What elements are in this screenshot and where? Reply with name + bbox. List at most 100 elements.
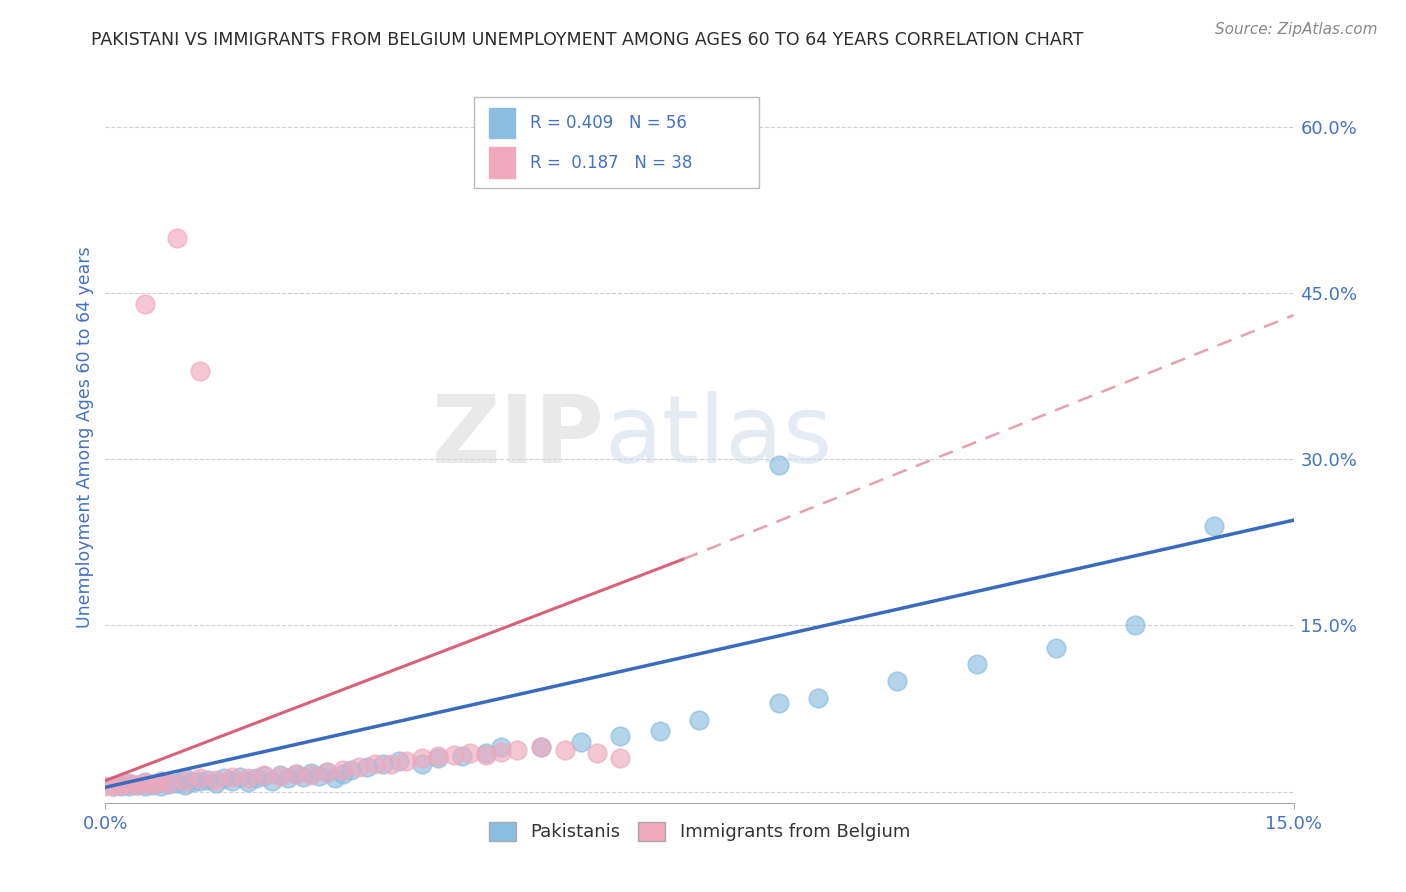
Point — [277, 772, 299, 786]
Point — [332, 767, 354, 781]
Point — [205, 772, 228, 787]
Point — [166, 230, 188, 244]
Point — [149, 774, 172, 789]
Text: R =  0.187   N = 38: R = 0.187 N = 38 — [530, 153, 692, 171]
Point — [94, 779, 117, 793]
Point — [292, 770, 315, 784]
Legend: Pakistanis, Immigrants from Belgium: Pakistanis, Immigrants from Belgium — [481, 814, 918, 848]
Point — [118, 779, 141, 793]
Point — [316, 764, 339, 779]
Point — [491, 740, 513, 755]
Point — [340, 763, 363, 777]
Point — [118, 776, 141, 790]
Point — [299, 768, 322, 782]
Point — [197, 772, 219, 787]
Point — [134, 774, 156, 789]
Point — [427, 749, 450, 764]
Point — [364, 757, 387, 772]
Text: ZIP: ZIP — [432, 391, 605, 483]
Point — [609, 751, 631, 765]
Point — [450, 749, 472, 764]
Point — [110, 778, 132, 792]
Point — [157, 776, 180, 790]
Point — [269, 768, 291, 782]
Point — [118, 777, 141, 791]
Point — [253, 769, 276, 783]
Point — [474, 746, 496, 760]
Point — [127, 778, 149, 792]
Point — [245, 772, 267, 786]
Bar — [489, 108, 516, 138]
Point — [236, 772, 259, 786]
Point — [260, 773, 283, 788]
Point — [110, 779, 132, 793]
Point — [554, 742, 576, 756]
Point — [236, 774, 259, 789]
Point — [127, 778, 149, 792]
Point — [395, 754, 418, 768]
Point — [458, 746, 481, 760]
Point — [387, 754, 409, 768]
Point — [427, 751, 450, 765]
Point — [966, 657, 988, 672]
Point — [807, 690, 830, 705]
Point — [103, 779, 125, 793]
Point — [380, 757, 402, 772]
Point — [316, 764, 339, 779]
Point — [506, 742, 529, 756]
Point — [371, 757, 394, 772]
Point — [190, 772, 212, 786]
Point — [173, 773, 195, 788]
Point — [356, 760, 378, 774]
Point — [332, 763, 354, 777]
Bar — [489, 147, 516, 178]
Point — [166, 776, 188, 790]
Point — [221, 773, 243, 788]
Point — [221, 770, 243, 784]
Point — [768, 458, 790, 472]
Point — [134, 779, 156, 793]
Point — [142, 778, 165, 792]
Point — [205, 776, 228, 790]
Point — [411, 751, 433, 765]
Point — [229, 770, 252, 784]
Point — [1123, 618, 1146, 632]
Point — [173, 772, 195, 786]
Point — [157, 777, 180, 791]
Point — [308, 769, 330, 783]
Point — [474, 748, 496, 763]
Point — [149, 773, 172, 788]
Point — [609, 729, 631, 743]
Point — [569, 735, 592, 749]
Point — [190, 773, 212, 788]
Point — [134, 297, 156, 311]
Point — [253, 768, 276, 782]
Point — [269, 769, 291, 783]
Point — [103, 779, 125, 793]
Point — [689, 713, 711, 727]
Point — [347, 760, 370, 774]
Point — [284, 767, 307, 781]
Point — [530, 740, 553, 755]
Point — [134, 776, 156, 790]
Point — [214, 772, 236, 786]
Point — [1045, 640, 1067, 655]
Point — [323, 772, 346, 786]
Point — [284, 767, 307, 781]
Point — [585, 746, 607, 760]
Point — [173, 778, 195, 792]
Point — [443, 748, 465, 763]
FancyBboxPatch shape — [474, 97, 759, 188]
Point — [648, 723, 671, 738]
Point — [491, 745, 513, 759]
Point — [768, 696, 790, 710]
Point — [886, 673, 908, 688]
Point — [299, 765, 322, 780]
Point — [190, 363, 212, 377]
Point — [411, 757, 433, 772]
Point — [149, 779, 172, 793]
Point — [530, 740, 553, 755]
Text: Source: ZipAtlas.com: Source: ZipAtlas.com — [1215, 22, 1378, 37]
Text: atlas: atlas — [605, 391, 832, 483]
Text: PAKISTANI VS IMMIGRANTS FROM BELGIUM UNEMPLOYMENT AMONG AGES 60 TO 64 YEARS CORR: PAKISTANI VS IMMIGRANTS FROM BELGIUM UNE… — [91, 31, 1084, 49]
